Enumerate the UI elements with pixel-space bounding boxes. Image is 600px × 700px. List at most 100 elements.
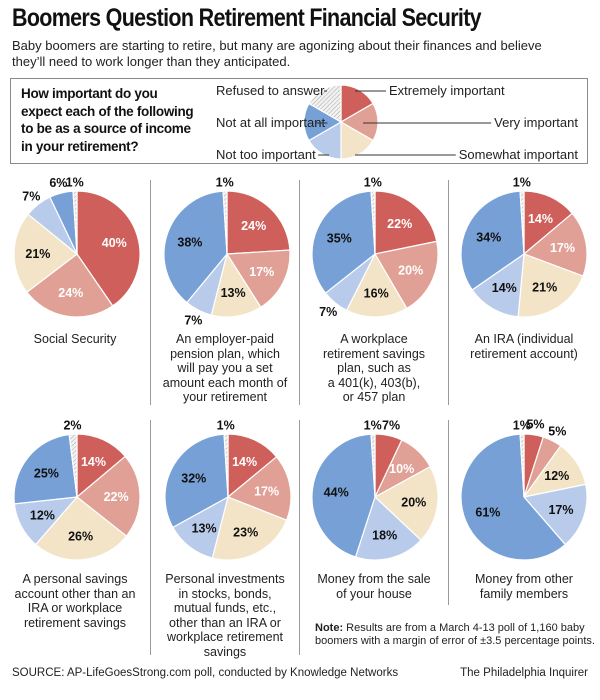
pie-5-label-somewhat: 26% — [68, 529, 93, 543]
pie-3-label-extremely: 22% — [387, 217, 412, 231]
pie-caption-pension: An employer-paid pension plan, which wil… — [162, 332, 288, 404]
pie-3-slice-not_at_all — [311, 190, 376, 294]
pie-8-label-not_too: 17% — [548, 503, 573, 517]
pie-caption-house-sale: Money from the sale of your house — [317, 572, 431, 601]
column-divider — [448, 180, 449, 405]
pie-4-label-not_too: 14% — [492, 281, 517, 295]
chart-title: Boomers Question Retirement Financial Se… — [12, 4, 482, 32]
chart-subtitle: Baby boomers are starting to retire, but… — [12, 38, 542, 69]
legend-label-extremely: Extremely important — [389, 83, 505, 98]
pie-8-label-not_at_all: 61% — [475, 505, 500, 519]
pie-7-label-not_at_all: 44% — [324, 486, 349, 500]
legend-label-not_too: Not too important — [216, 147, 316, 162]
pie-caption-workplace-plan: A workplace retirement savings plan, suc… — [322, 332, 426, 404]
pie-8-label-very: 5% — [548, 424, 566, 438]
legend-question: How important do you expect each of the … — [21, 86, 194, 154]
pie-4-slice-not_at_all — [460, 190, 525, 291]
pie-6-slice-somewhat — [211, 496, 288, 561]
pie-3-label-refused: 1% — [364, 176, 382, 190]
pie-6-slice-extremely — [227, 433, 278, 499]
pie-2-label-refused: 1% — [216, 176, 234, 190]
legend-pie-key: Refused to answer Extremely important Not … — [216, 83, 579, 162]
pie-2-label-somewhat: 13% — [221, 286, 246, 300]
pie-6-label-refused: 1% — [217, 419, 235, 433]
pie-2-label-not_too: 7% — [184, 313, 202, 327]
pie-6-label-not_at_all: 32% — [181, 472, 206, 486]
pie-5-slice-somewhat — [34, 496, 128, 561]
pie-3-slice-very — [374, 240, 439, 310]
pie-7-label-refused: 1% — [364, 419, 382, 433]
pie-6-slice-refused — [223, 433, 229, 498]
pie-7-slice-somewhat — [373, 465, 439, 541]
publisher-credit: The Philadelphia Inquirer — [460, 667, 588, 679]
pie-5-label-refused: 2% — [63, 419, 81, 433]
pie-4-slice-somewhat — [517, 253, 584, 318]
pie-2-slice-extremely — [226, 190, 291, 255]
legend-box: How important do you expect each of the … — [10, 78, 588, 164]
pie-4-label-very: 17% — [550, 241, 575, 255]
pie-6-slice-not_at_all — [164, 433, 229, 529]
pie-1-label-extremely: 40% — [102, 236, 127, 250]
legend-pie-slice-refused — [308, 84, 342, 124]
pie-5-label-not_too: 12% — [30, 509, 55, 523]
pie-4-slice-not_too — [471, 252, 525, 318]
note-label: Note: — [315, 622, 344, 634]
column-divider — [150, 420, 151, 655]
legend-label-somewhat: Somewhat important — [459, 147, 579, 162]
pie-1-label-not_too: 7% — [22, 189, 40, 203]
note-text: Results are from a March 4-13 poll of 1,… — [315, 622, 595, 647]
pie-caption-personal-investments: Personal investments in stocks, bonds, m… — [165, 572, 285, 659]
pie-2-label-not_at_all: 38% — [177, 235, 202, 249]
pie-6-label-not_too: 13% — [192, 521, 217, 535]
pie-5-label-extremely: 14% — [81, 455, 106, 469]
pie-2-label-extremely: 24% — [241, 219, 266, 233]
pie-caption-social-security: Social Security — [33, 332, 117, 346]
pie-2-slice-very — [225, 249, 291, 309]
pie-1-label-somewhat: 21% — [25, 247, 50, 261]
pie-7-slice-not_at_all — [311, 433, 376, 558]
pie-1-label-refused: 1% — [66, 176, 84, 190]
pie-3-slice-somewhat — [345, 252, 408, 318]
pie-3-slice-extremely — [374, 190, 438, 255]
pie-1-label-very: 24% — [58, 286, 83, 300]
pie-8-label-refused: 1% — [513, 419, 531, 433]
pie-6-label-extremely: 14% — [232, 455, 257, 469]
pie-caption-personal-savings: A personal savings account other than an… — [14, 572, 136, 630]
pie-4-slice-refused — [519, 190, 525, 255]
pie-7-slice-not_too — [354, 495, 422, 561]
pie-3-label-very: 20% — [398, 263, 423, 277]
footnote: Note: Results are from a March 4-13 poll… — [315, 622, 595, 648]
pie-4-slice-extremely — [523, 190, 574, 256]
pie-2-slice-refused — [222, 190, 228, 255]
pie-5-slice-not_at_all — [13, 433, 78, 505]
pie-4-label-not_at_all: 34% — [476, 231, 501, 245]
pie-7-slice-refused — [370, 433, 376, 498]
pie-3-slice-refused — [370, 190, 376, 255]
pie-5-label-very: 22% — [104, 490, 129, 504]
pie-4-slice-very — [522, 212, 588, 277]
pie-2-slice-not_at_all — [163, 190, 228, 304]
pie-7-label-somewhat: 20% — [401, 495, 426, 509]
pie-3-label-not_too: 7% — [319, 305, 337, 319]
column-divider — [448, 420, 449, 605]
pie-6-label-very: 17% — [254, 484, 279, 498]
source-line: SOURCE: AP-LifeGoesStrong.com poll, cond… — [12, 667, 399, 679]
pie-1-label-not_at_all: 6% — [49, 176, 67, 190]
pie-1-slice-very — [26, 253, 114, 318]
pie-7-label-very: 10% — [389, 462, 414, 476]
pie-4-label-extremely: 14% — [528, 212, 553, 226]
column-divider — [299, 420, 300, 655]
pie-8-slice-refused — [519, 433, 525, 498]
pie-4-label-somewhat: 21% — [532, 281, 557, 295]
pie-caption-ira: An IRA (individual retirement account) — [470, 332, 578, 361]
column-divider — [150, 180, 151, 405]
pie-6-slice-very — [226, 455, 292, 521]
pie-4-label-refused: 1% — [513, 176, 531, 190]
pie-7-label-not_too: 18% — [372, 528, 397, 542]
pie-7-label-extremely: 7% — [382, 418, 400, 432]
pie-1-slice-extremely — [76, 190, 141, 307]
legend-label-very: Very important — [494, 115, 578, 130]
pie-8-slice-not_too — [522, 483, 588, 546]
pie-6-label-somewhat: 23% — [233, 525, 258, 539]
